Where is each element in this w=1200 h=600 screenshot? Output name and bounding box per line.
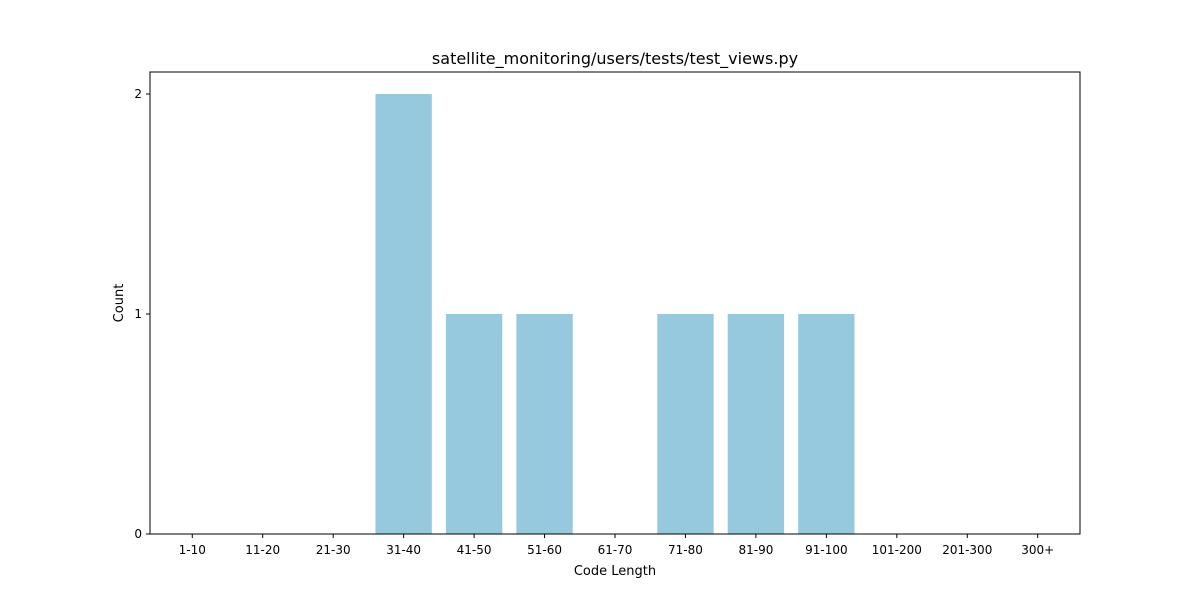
x-tick-label: 91-100: [805, 543, 848, 557]
y-tick-label: 1: [134, 307, 142, 321]
x-axis-label: Code Length: [574, 564, 656, 579]
bar-81-90: [727, 314, 785, 534]
x-tick-label: 61-70: [598, 543, 633, 557]
bars-layer: [375, 94, 855, 534]
x-tick-label: 31-40: [386, 543, 421, 557]
y-tick-label: 2: [134, 87, 142, 101]
x-tick-label: 81-90: [738, 543, 773, 557]
x-tick-label: 11-20: [245, 543, 280, 557]
y-tick-label: 0: [134, 527, 142, 541]
x-tick-label: 41-50: [457, 543, 492, 557]
bar-31-40: [375, 94, 432, 534]
bar-71-80: [657, 314, 714, 534]
x-tick-label: 71-80: [668, 543, 703, 557]
x-tick-label: 201-300: [942, 543, 992, 557]
bar-91-100: [798, 314, 855, 534]
x-tick-label: 101-200: [872, 543, 922, 557]
x-tick-label: 1-10: [179, 543, 206, 557]
y-axis-label: Count: [112, 284, 127, 323]
plot-frame: [149, 71, 1081, 535]
bar-51-60: [516, 314, 573, 534]
x-tick-label: 21-30: [316, 543, 351, 557]
bar-41-50: [445, 314, 503, 534]
chart-title: satellite_monitoring/users/tests/test_vi…: [432, 49, 798, 69]
x-tick-label: 51-60: [527, 543, 562, 557]
y-axis: 0 1 2: [134, 87, 150, 541]
x-tick-label: 300+: [1021, 543, 1054, 557]
x-axis: 1-10 11-20 21-30 31-40 41-50 51-60 61-70 71-80 8…: [179, 534, 1054, 557]
